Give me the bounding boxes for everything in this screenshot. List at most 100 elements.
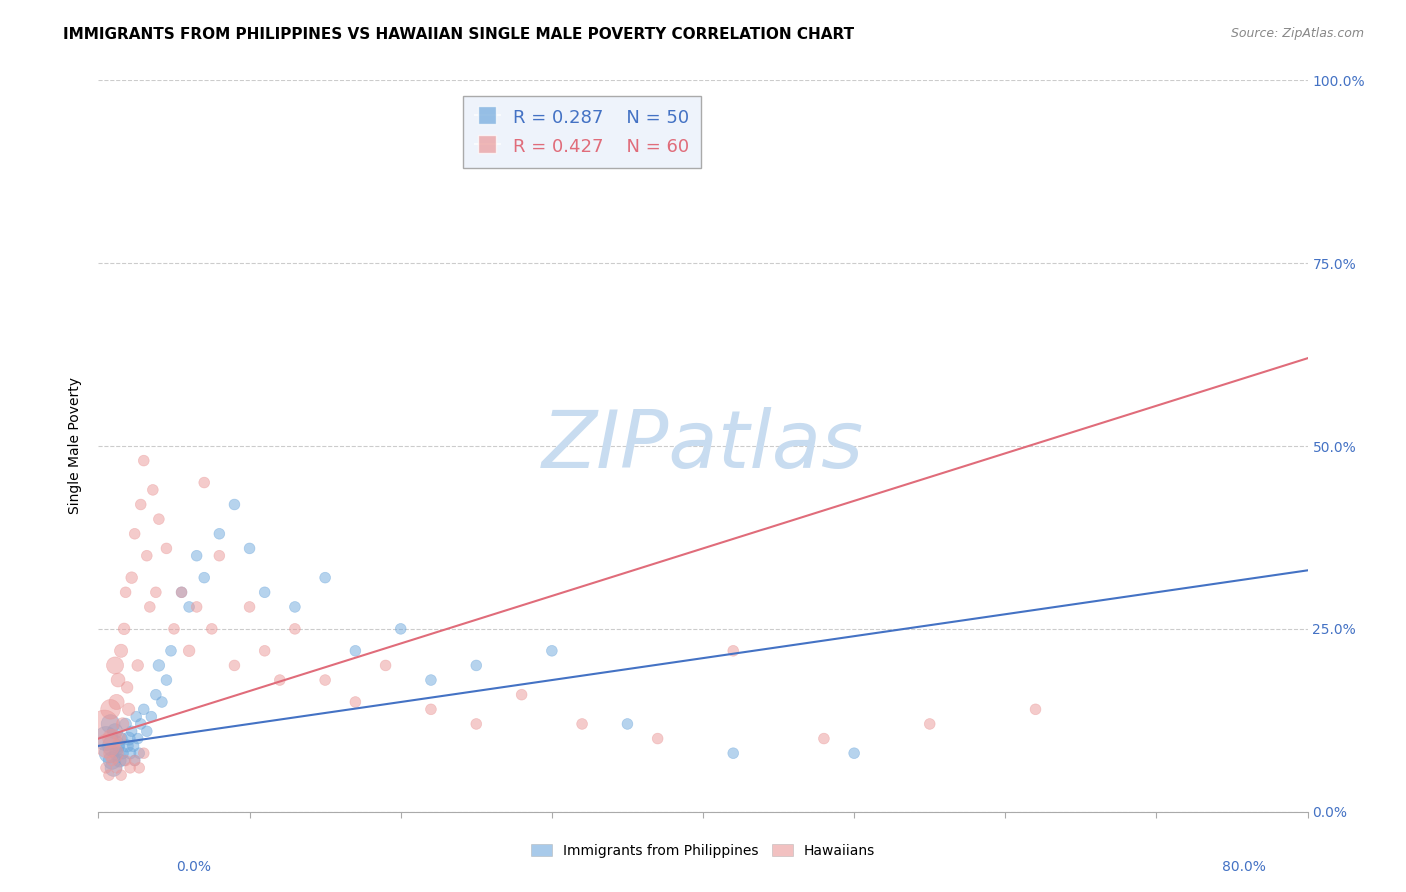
Point	[132, 453, 155, 467]
Point	[616, 717, 638, 731]
Point	[647, 731, 669, 746]
Point	[127, 731, 149, 746]
Point	[114, 754, 136, 768]
Point	[155, 673, 177, 687]
Point	[918, 717, 941, 731]
Point	[389, 622, 412, 636]
Text: 80.0%: 80.0%	[1222, 860, 1265, 874]
Point	[179, 599, 201, 614]
Point	[93, 717, 115, 731]
Point	[540, 644, 562, 658]
Point	[150, 695, 173, 709]
Point	[253, 585, 276, 599]
Point	[112, 622, 135, 636]
Point	[128, 746, 150, 760]
Point	[224, 658, 246, 673]
Point	[122, 739, 145, 753]
Point	[135, 724, 157, 739]
Point	[314, 673, 336, 687]
Point	[121, 571, 143, 585]
Point	[100, 702, 122, 716]
Point	[98, 746, 121, 760]
Point	[239, 541, 262, 556]
Legend: R = 0.287    N = 50, R = 0.427    N = 60: R = 0.287 N = 50, R = 0.427 N = 60	[463, 96, 702, 169]
Point	[465, 658, 488, 673]
Point	[103, 746, 125, 760]
Point	[170, 585, 193, 599]
Point	[107, 739, 129, 753]
Text: ZIPatlas: ZIPatlas	[541, 407, 865, 485]
Point	[813, 731, 835, 746]
Point	[111, 717, 134, 731]
Point	[108, 754, 131, 768]
Point	[105, 761, 128, 775]
Point	[420, 673, 443, 687]
Point	[100, 717, 122, 731]
Point	[510, 688, 533, 702]
Point	[208, 549, 231, 563]
Y-axis label: Single Male Poverty: Single Male Poverty	[69, 377, 83, 515]
Point	[132, 702, 155, 716]
Point	[141, 709, 163, 723]
Point	[139, 599, 162, 614]
Point	[148, 658, 170, 673]
Point	[120, 746, 142, 760]
Point	[104, 724, 127, 739]
Point	[98, 768, 121, 782]
Point	[129, 717, 152, 731]
Point	[105, 746, 128, 760]
Point	[155, 541, 177, 556]
Point	[110, 768, 132, 782]
Point	[284, 599, 307, 614]
Point	[128, 761, 150, 775]
Point	[111, 746, 134, 760]
Text: 0.0%: 0.0%	[176, 860, 211, 874]
Point	[145, 688, 167, 702]
Point	[132, 746, 155, 760]
Point	[115, 739, 138, 753]
Point	[124, 754, 146, 768]
Point	[145, 585, 167, 599]
Point	[160, 644, 183, 658]
Point	[129, 498, 152, 512]
Point	[186, 549, 208, 563]
Point	[96, 739, 118, 753]
Point	[110, 644, 132, 658]
Point	[314, 571, 336, 585]
Point	[114, 717, 136, 731]
Point	[148, 512, 170, 526]
Point	[170, 585, 193, 599]
Point	[193, 475, 215, 490]
Point	[94, 731, 117, 746]
Point	[124, 526, 146, 541]
Point	[101, 754, 124, 768]
Point	[94, 761, 117, 775]
Point	[239, 599, 262, 614]
Point	[105, 695, 128, 709]
Point	[120, 761, 142, 775]
Point	[124, 754, 146, 768]
Point	[186, 599, 208, 614]
Text: Source: ZipAtlas.com: Source: ZipAtlas.com	[1230, 27, 1364, 40]
Point	[344, 644, 367, 658]
Point	[465, 717, 488, 731]
Point	[253, 644, 276, 658]
Point	[1024, 702, 1046, 716]
Point	[723, 644, 745, 658]
Point	[142, 483, 165, 497]
Point	[107, 673, 129, 687]
Point	[420, 702, 443, 716]
Point	[571, 717, 593, 731]
Point	[344, 695, 367, 709]
Point	[201, 622, 224, 636]
Point	[163, 622, 186, 636]
Point	[374, 658, 396, 673]
Point	[193, 571, 215, 585]
Point	[118, 731, 141, 746]
Point	[101, 754, 124, 768]
Point	[115, 681, 138, 695]
Point	[114, 585, 136, 599]
Point	[284, 622, 307, 636]
Point	[125, 709, 148, 723]
Point	[135, 549, 157, 563]
